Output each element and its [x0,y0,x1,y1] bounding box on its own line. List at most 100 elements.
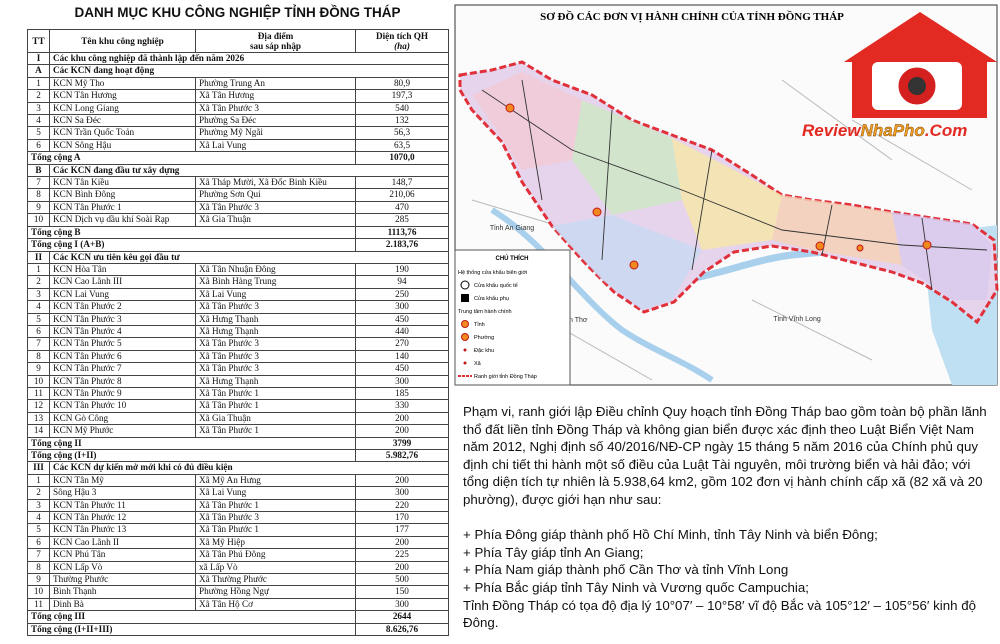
total-label: Tổng cộng A [27,151,356,165]
legend-label: Ranh giới tỉnh Đồng Tháp [474,373,537,380]
index-cell: 3 [27,498,50,513]
table-row: 10 KCN Dịch vụ dầu khí Soài Rạp Xã Gia Thu… [27,213,449,227]
table-row: 10 Bình Thạnh Phường Hồng Ngự 150 [27,585,449,599]
index-cell: 7 [27,176,50,190]
index-cell: 6 [27,535,50,550]
name-cell: KCN Tân Phước 8 [49,374,196,388]
name-cell: KCN Sa Đéc [49,114,196,128]
index-cell: 4 [27,511,50,525]
area-cell: 450 [355,312,449,326]
legend-label: Phường [474,335,494,341]
total-value: 2644 [355,610,449,624]
table-row: 14 KCN Mỹ Phước Xã Tân Phước 1 200 [27,424,449,438]
border-list: + Phía Đông giáp thành phố Hồ Chí Minh, … [463,526,993,596]
location-cell: Xã Lai Vung [195,287,356,302]
district-area [552,215,702,310]
area-cell: 150 [355,585,449,599]
location-cell: Xã Gia Thuận [195,411,356,426]
location-cell: Xã Tân Nhuận Đông [195,262,356,277]
index-cell: 13 [27,411,50,426]
index-cell: 8 [27,188,50,202]
name-cell: KCN Tân Kiều [49,176,196,190]
section-title: Các KCN dự kiến mở mới khi có đủ điều ki… [49,461,449,475]
table-row: 8 KCN Bình Đông Phường Sơn Qui 210,06 [27,188,449,202]
area-cell: 200 [355,560,449,575]
area-cell: 450 [355,362,449,376]
area-cell: 56,3 [355,126,449,140]
header-row: TT Tên khu công nghiệp Địa điểm sau sáp n… [27,29,449,53]
total-label: Tổng cộng (I+II) [27,448,356,463]
area-cell: 330 [355,399,449,413]
table-row: 1 KCN Tân Mỹ Xã Mỹ An Hưng 200 [27,473,449,488]
legend-label: Đặc khu [474,348,494,354]
total-value: 2.183,76 [355,238,449,252]
location-cell: Xã Tháp Mười, Xã Đốc Binh Kiều [195,176,356,190]
location-cell: Xã Hưng Thạnh [195,374,356,388]
area-cell: 225 [355,548,449,562]
table-row: 5 KCN Trần Quốc Toản Phường Mỹ Ngãi 56,3 [27,126,449,140]
location-cell: Xã Mỹ Hiệp [195,535,356,550]
border-item: + Phía Tây giáp tỉnh An Giang; [463,544,644,560]
index-cell: 6 [27,138,50,153]
area-cell: 220 [355,498,449,513]
location-cell: Xã Tân Phước 1 [195,424,356,438]
table-row: 7 KCN Phú Tân Xã Tân Phú Đông 225 [27,548,449,562]
roads [481,79,988,291]
area-cell: 300 [355,597,449,612]
table-row: Tổng cộng II 3799 [27,436,449,451]
name-cell: KCN Tân Phước 5 [49,337,196,351]
table-row: 12 KCN Tân Phước 10 Xã Tân Phước 1 330 [27,399,449,413]
logo: ReviewNhaPho.Com [802,12,997,140]
name-cell: KCN Tân Phước 10 [49,399,196,413]
legend-symbol [461,333,469,341]
location-cell: Xã Tân Phước 1 [195,498,356,513]
table-row: Tổng cộng B 1113,76 [27,225,449,240]
area-cell: 197,3 [355,89,449,103]
table-row: Tổng cộng (I+II) 5.982,76 [27,448,449,463]
name-cell: KCN Cao Lãnh III [49,275,196,289]
area-cell: 200 [355,473,449,488]
section-title: Các khu công nghiệp đã thành lập đến năm… [49,51,449,66]
legend-items: Hệ thống cửa khẩu biên giới Cửa khẩu quốc… [458,269,537,380]
name-cell: KCN Tân Phước 9 [49,386,196,401]
area-cell: 270 [355,337,449,351]
table-row: 3 KCN Tân Phước 11 Xã Tân Phước 1 220 [27,498,449,513]
table-row: B Các KCN đang đầu tư xây dựng [27,163,449,178]
name-cell: KCN Long Giang [49,101,196,116]
table-row: 9 KCN Tân Phước 7 Xã Tân Phước 3 450 [27,362,449,376]
table-row: 9 KCN Tân Phước 1 Xã Tân Phước 3 470 [27,200,449,215]
name-cell: KCN Tân Phước 1 [49,200,196,215]
index-cell: 10 [27,374,50,388]
total-value: 1113,76 [355,225,449,240]
admin-centers [505,103,932,270]
admin-map: SƠ ĐỒ CÁC ĐƠN VỊ HÀNH CHÍNH CỦA TỈNH ĐỒN… [454,4,999,386]
index-cell: 10 [27,213,50,227]
district-area [672,138,782,250]
table-row: 4 KCN Sa Đéc Phường Sa Đéc 132 [27,114,449,128]
section-index: III [27,461,50,475]
area-cell: 250 [355,287,449,302]
index-cell: 2 [27,275,50,289]
area-cell: 63,5 [355,138,449,153]
area-cell: 470 [355,200,449,215]
location-cell: Xã Tân Phước 1 [195,399,356,413]
table-row: 3 KCN Lai Vung Xã Lai Vung 250 [27,287,449,302]
area-cell: 500 [355,573,449,587]
table-row: 5 KCN Tân Phước 3 Xã Hưng Thạnh 450 [27,312,449,326]
index-cell: 1 [27,262,50,277]
name-cell: KCN Cao Lãnh II [49,535,196,550]
location-cell: Xã Tân Phước 3 [195,300,356,314]
area-cell: 285 [355,213,449,227]
header-unit: (ha) [394,41,410,51]
name-cell: Thường Phước [49,573,196,587]
index-cell: 8 [27,349,50,364]
index-cell: 7 [27,548,50,562]
total-label: Tổng cộng II [27,436,356,451]
location-cell: Xã Tân Phước 1 [195,386,356,401]
index-cell: 5 [27,312,50,326]
district-area [472,72,582,170]
location-cell: Phường Mỹ Ngãi [195,126,356,140]
index-cell: 11 [27,597,50,612]
header-cell: TT [27,29,50,53]
index-cell: 11 [27,386,50,401]
